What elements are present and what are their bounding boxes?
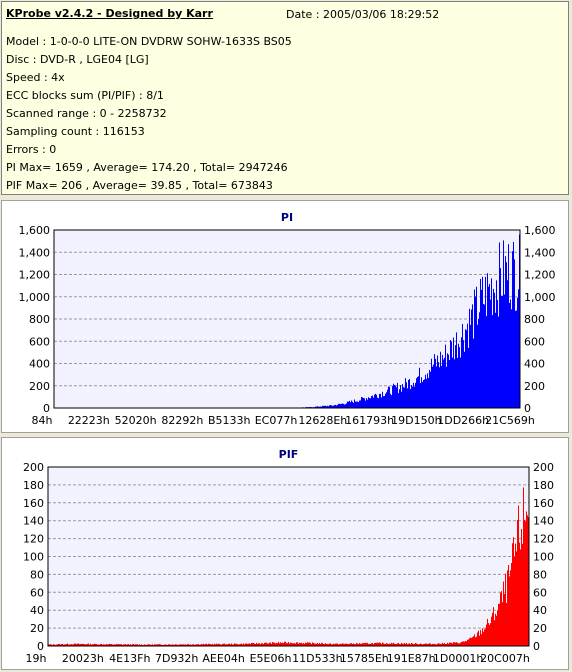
pif-y-tick-left: 80 <box>30 568 44 581</box>
pif-y-tick-right: 40 <box>533 604 547 617</box>
pif-y-tick-right: 120 <box>533 533 554 546</box>
pif-x-tick-label: 20023h <box>62 652 104 665</box>
pif-chart-panel: PIF 0 0 20 20 40 40 60 60 80 80 100 100 120 120 140 140 1… <box>1 437 569 670</box>
pif-y-tick-right: 100 <box>533 551 554 564</box>
pi-x-tick-label: 1DD266h <box>437 414 489 427</box>
pif-y-tick-left: 100 <box>23 551 44 564</box>
pif-chart: PIF 0 0 20 20 40 40 60 60 80 80 100 100 120 120 140 140 1… <box>23 448 554 665</box>
pi-y-tick-left: 1,200 <box>19 269 51 282</box>
pi-y-tick-right: 400 <box>524 358 545 371</box>
pi-x-tick-label: 82292h <box>161 414 203 427</box>
pif-x-tick-label: 19h <box>26 652 47 665</box>
info-pif-stats: PIF Max= 206 , Average= 39.85 , Total= 6… <box>6 179 273 192</box>
info-sampling: Sampling count : 116153 <box>6 125 145 138</box>
pif-x-tick-label: 11D533h <box>292 652 342 665</box>
pif-plot-frame <box>47 466 530 647</box>
pi-x-tick-label: 12628Eh <box>298 414 347 427</box>
pif-x-tick-label: 1D0001h <box>433 652 483 665</box>
pi-y-tick-right: 1,000 <box>524 291 556 304</box>
pi-chart: PI 0 0 200 200 400 400 600 600 800 800 1,000 1,000 1,… <box>19 211 556 427</box>
pi-x-tick-label: 161793h <box>345 414 394 427</box>
pif-y-tick-left: 0 <box>37 640 44 653</box>
pi-chart-title: PI <box>281 211 293 224</box>
pif-x-tick-label: 20C007h <box>480 652 530 665</box>
pif-y-tick-left: 180 <box>23 479 44 492</box>
pif-y-tick-right: 20 <box>533 622 547 635</box>
pi-x-tick-label: 52020h <box>115 414 157 427</box>
info-disc: Disc : DVD-R , LGE04 [LG] <box>6 53 149 66</box>
pif-y-tick-left: 120 <box>23 533 44 546</box>
pif-chart-title: PIF <box>279 448 299 461</box>
info-panel: KProbe v2.4.2 - Designed by Karr Date : … <box>1 1 569 195</box>
pi-y-tick-right: 600 <box>524 335 545 348</box>
pif-x-tick-label: 4E13Fh <box>109 652 150 665</box>
pi-x-tick-label: 22223h <box>68 414 110 427</box>
pif-x-tick-label: E5E06h <box>250 652 292 665</box>
pi-y-tick-left: 200 <box>29 380 50 393</box>
pif-y-tick-right: 140 <box>533 515 554 528</box>
pif-y-tick-left: 160 <box>23 497 44 510</box>
pif-x-tick-label: AEE04h <box>202 652 244 665</box>
pi-x-tick-label: 19D150h <box>391 414 441 427</box>
pif-y-tick-right: 80 <box>533 568 547 581</box>
pif-y-tick-left: 200 <box>23 461 44 474</box>
app-title: KProbe v2.4.2 - Designed by Karr <box>6 7 213 20</box>
info-model: Model : 1-0-0-0 LITE-ON DVDRW SOHW-1633S… <box>6 35 292 48</box>
info-pi-stats: PI Max= 1659 , Average= 174.20 , Total= … <box>6 161 288 174</box>
pi-y-tick-right: 0 <box>524 402 531 415</box>
pif-y-tick-left: 140 <box>23 515 44 528</box>
pi-y-tick-left: 1,400 <box>19 246 51 259</box>
scan-date: Date : 2005/03/06 18:29:52 <box>286 8 440 21</box>
pif-y-tick-left: 40 <box>30 604 44 617</box>
pi-y-tick-right: 200 <box>524 380 545 393</box>
pif-y-tick-right: 180 <box>533 479 554 492</box>
pi-y-tick-right: 1,200 <box>524 269 556 282</box>
pi-y-tick-left: 600 <box>29 335 50 348</box>
pi-y-tick-left: 0 <box>43 402 50 415</box>
pi-y-tick-left: 400 <box>29 358 50 371</box>
pi-plot-frame <box>53 229 521 409</box>
pi-x-tick-label: B5133h <box>208 414 251 427</box>
pif-y-tick-left: 20 <box>30 622 44 635</box>
pif-y-tick-right: 160 <box>533 497 554 510</box>
pi-y-tick-right: 1,400 <box>524 246 556 259</box>
info-range: Scanned range : 0 - 2258732 <box>6 107 167 120</box>
pi-x-tick-label: 21C569h <box>485 414 535 427</box>
pif-y-tick-right: 0 <box>533 640 540 653</box>
pi-y-tick-right: 1,600 <box>524 224 556 237</box>
pif-x-tick-label: 7D932h <box>155 652 198 665</box>
info-ecc: ECC blocks sum (PI/PIF) : 8/1 <box>6 89 164 102</box>
pi-series <box>288 234 520 408</box>
pi-x-tick-label: EC077h <box>255 414 298 427</box>
info-speed: Speed : 4x <box>6 71 65 84</box>
pif-x-tick-label: 191E87h <box>387 652 436 665</box>
pi-x-tick-label: 84h <box>32 414 53 427</box>
pi-chart-panel: PI 0 0 200 200 400 400 600 600 800 800 1,000 1,000 1,… <box>1 200 569 433</box>
pi-y-tick-right: 800 <box>524 313 545 326</box>
pif-y-tick-right: 60 <box>533 586 547 599</box>
pi-y-tick-left: 1,000 <box>19 291 51 304</box>
pi-y-tick-left: 1,600 <box>19 224 51 237</box>
pif-x-tick-label: 15785Eh <box>340 652 389 665</box>
pif-y-tick-right: 200 <box>533 461 554 474</box>
pi-y-tick-left: 800 <box>29 313 50 326</box>
pif-y-tick-left: 60 <box>30 586 44 599</box>
info-errors: Errors : 0 <box>6 143 57 156</box>
